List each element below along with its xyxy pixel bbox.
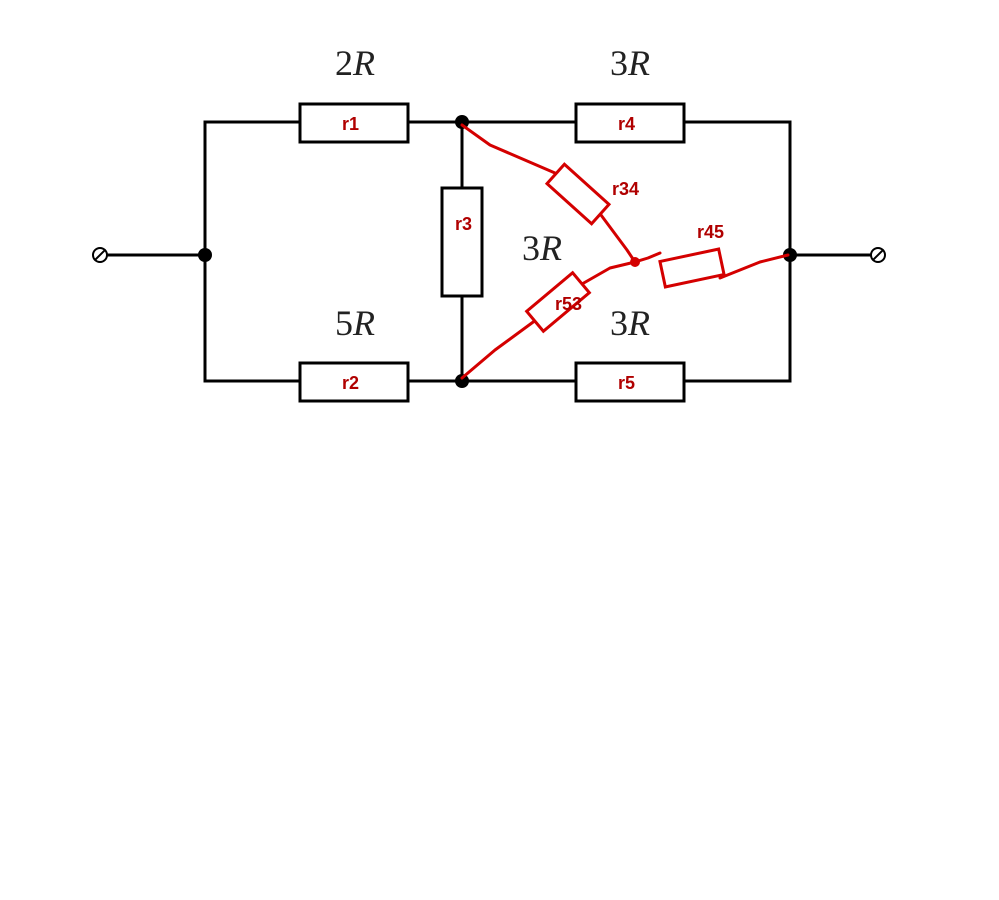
background <box>0 0 999 900</box>
label-r1: r1 <box>342 114 359 134</box>
label-r4: r4 <box>618 114 635 134</box>
overlay-label-r34: r34 <box>612 179 639 199</box>
value-r4: 3R <box>610 43 650 83</box>
label-r3: r3 <box>455 214 472 234</box>
overlay-label-r53: r53 <box>555 294 582 314</box>
overlay-label-r45: r45 <box>697 222 724 242</box>
overlay-node-star <box>630 257 640 267</box>
terminal-left <box>93 248 107 262</box>
terminal-right <box>871 248 885 262</box>
label-r5: r5 <box>618 373 635 393</box>
node-n_left <box>198 248 212 262</box>
circuit-diagram: 2R 3R 5R 3R 3R r1 r4 r2 r5 r3 r34 r53 r45 <box>0 0 999 900</box>
value-r3: 3R <box>522 228 562 268</box>
value-r2: 5R <box>335 303 375 343</box>
value-r1: 2R <box>335 43 375 83</box>
resistor-r3 <box>442 188 482 296</box>
label-r2: r2 <box>342 373 359 393</box>
value-r5: 3R <box>610 303 650 343</box>
